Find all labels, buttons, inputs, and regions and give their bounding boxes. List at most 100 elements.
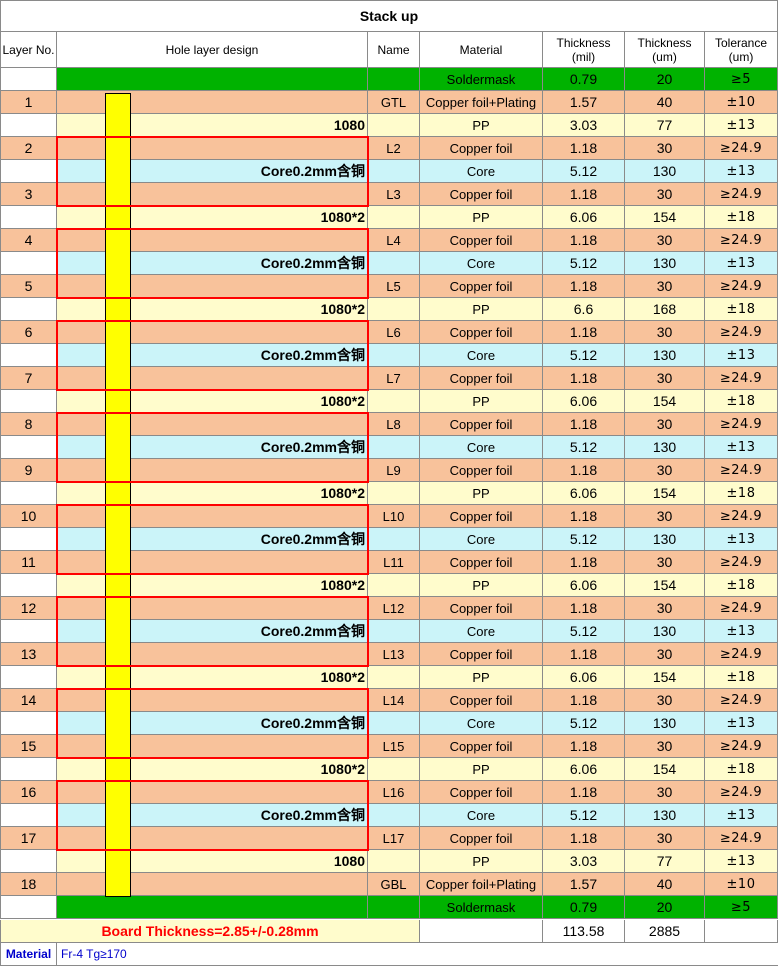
hole-design-cell bbox=[57, 367, 368, 390]
thickness-mil-cell: 1.18 bbox=[543, 689, 625, 712]
header-material: Material bbox=[420, 32, 543, 68]
hole-design-cell bbox=[57, 413, 368, 436]
thickness-um-cell: 30 bbox=[625, 689, 705, 712]
thickness-um-cell: 30 bbox=[625, 735, 705, 758]
thickness-um-cell: 30 bbox=[625, 413, 705, 436]
material-cell: Core bbox=[420, 252, 543, 275]
thickness-um-cell: 20 bbox=[625, 896, 705, 919]
thickness-um-cell: 40 bbox=[625, 91, 705, 114]
material-cell: Copper foil bbox=[420, 597, 543, 620]
hole-design-cell bbox=[57, 597, 368, 620]
tolerance-cell: ≥5 bbox=[705, 896, 778, 919]
material-cell: Core bbox=[420, 160, 543, 183]
layer-name-cell: GBL bbox=[368, 873, 420, 896]
thickness-mil-cell: 1.18 bbox=[543, 781, 625, 804]
hole-design-cell bbox=[57, 275, 368, 298]
thickness-um-cell: 30 bbox=[625, 321, 705, 344]
layer-no-cell bbox=[0, 804, 57, 827]
layer-name-cell: L7 bbox=[368, 367, 420, 390]
hole-design-cell: Core0.2mm含铜 bbox=[57, 804, 368, 827]
thickness-mil-cell: 1.18 bbox=[543, 459, 625, 482]
layer-no-cell bbox=[0, 160, 57, 183]
material-cell: PP bbox=[420, 482, 543, 505]
thickness-mil-cell: 0.79 bbox=[543, 896, 625, 919]
layer-name-cell: GTL bbox=[368, 91, 420, 114]
layer-no-cell bbox=[0, 252, 57, 275]
thickness-um-cell: 40 bbox=[625, 873, 705, 896]
material-cell: Copper foil bbox=[420, 689, 543, 712]
thickness-um-cell: 77 bbox=[625, 114, 705, 137]
layer-no-cell bbox=[0, 68, 57, 91]
hole-design-cell bbox=[57, 781, 368, 804]
material-cell: PP bbox=[420, 298, 543, 321]
total-tolerance-cell bbox=[705, 920, 778, 943]
tolerance-cell: ≥24.9 bbox=[705, 505, 778, 528]
layer-no-cell: 18 bbox=[0, 873, 57, 896]
layer-no-cell: 10 bbox=[0, 505, 57, 528]
layer-name-cell bbox=[368, 344, 420, 367]
tolerance-cell: ±13 bbox=[705, 436, 778, 459]
layer-name-cell bbox=[368, 68, 420, 91]
thickness-um-cell: 130 bbox=[625, 528, 705, 551]
thickness-mil-cell: 1.18 bbox=[543, 275, 625, 298]
thickness-mil-cell: 5.12 bbox=[543, 528, 625, 551]
tolerance-cell: ≥24.9 bbox=[705, 459, 778, 482]
hole-design-cell: Core0.2mm含铜 bbox=[57, 252, 368, 275]
thickness-um-cell: 154 bbox=[625, 666, 705, 689]
thickness-mil-cell: 1.18 bbox=[543, 321, 625, 344]
layer-name-cell: L4 bbox=[368, 229, 420, 252]
layer-no-cell bbox=[0, 574, 57, 597]
material-cell: Copper foil bbox=[420, 505, 543, 528]
material-cell: Copper foil bbox=[420, 459, 543, 482]
tolerance-cell: ≥24.9 bbox=[705, 551, 778, 574]
material-cell: Core bbox=[420, 620, 543, 643]
tolerance-cell: ±13 bbox=[705, 620, 778, 643]
layer-no-cell: 15 bbox=[0, 735, 57, 758]
layer-no-cell: 1 bbox=[0, 91, 57, 114]
layer-no-cell: 6 bbox=[0, 321, 57, 344]
tolerance-cell: ≥24.9 bbox=[705, 735, 778, 758]
material-cell: PP bbox=[420, 390, 543, 413]
layer-name-cell: L9 bbox=[368, 459, 420, 482]
thickness-um-cell: 130 bbox=[625, 712, 705, 735]
material-cell: Copper foil+Plating bbox=[420, 873, 543, 896]
layer-no-cell: 12 bbox=[0, 597, 57, 620]
layer-name-cell: L12 bbox=[368, 597, 420, 620]
thickness-um-cell: 30 bbox=[625, 137, 705, 160]
material-cell: Core bbox=[420, 804, 543, 827]
layer-name-cell: L16 bbox=[368, 781, 420, 804]
thickness-um-cell: 130 bbox=[625, 620, 705, 643]
layer-no-cell: 9 bbox=[0, 459, 57, 482]
header-name: Name bbox=[368, 32, 420, 68]
hole-design-cell: 1080*2 bbox=[57, 666, 368, 689]
thickness-mil-cell: 6.06 bbox=[543, 482, 625, 505]
hole-design-cell: 1080*2 bbox=[57, 758, 368, 781]
tolerance-cell: ±18 bbox=[705, 298, 778, 321]
thickness-mil-cell: 0.79 bbox=[543, 68, 625, 91]
thickness-mil-cell: 6.06 bbox=[543, 574, 625, 597]
layer-name-cell: L6 bbox=[368, 321, 420, 344]
thickness-um-cell: 130 bbox=[625, 252, 705, 275]
hole-design-cell bbox=[57, 229, 368, 252]
material-cell: Copper foil bbox=[420, 735, 543, 758]
material-cell: Core bbox=[420, 436, 543, 459]
layer-no-cell bbox=[0, 436, 57, 459]
header-tolerance: Tolerance (um) bbox=[705, 32, 778, 68]
board-thickness-text: Board Thickness=2.85+/-0.28mm bbox=[0, 920, 420, 943]
layer-name-cell bbox=[368, 758, 420, 781]
tolerance-cell: ±13 bbox=[705, 850, 778, 873]
thickness-mil-cell: 6.06 bbox=[543, 758, 625, 781]
tolerance-cell: ≥24.9 bbox=[705, 275, 778, 298]
header-thickness-mil-text: Thickness (mil) bbox=[556, 35, 611, 64]
material-cell: PP bbox=[420, 758, 543, 781]
layer-name-cell: L17 bbox=[368, 827, 420, 850]
material-label: Material bbox=[0, 943, 57, 966]
tolerance-cell: ±13 bbox=[705, 804, 778, 827]
material-cell: Copper foil bbox=[420, 275, 543, 298]
thickness-um-cell: 20 bbox=[625, 68, 705, 91]
thickness-mil-cell: 6.06 bbox=[543, 206, 625, 229]
layer-name-cell bbox=[368, 666, 420, 689]
layer-no-cell bbox=[0, 850, 57, 873]
hole-design-cell: Core0.2mm含铜 bbox=[57, 436, 368, 459]
